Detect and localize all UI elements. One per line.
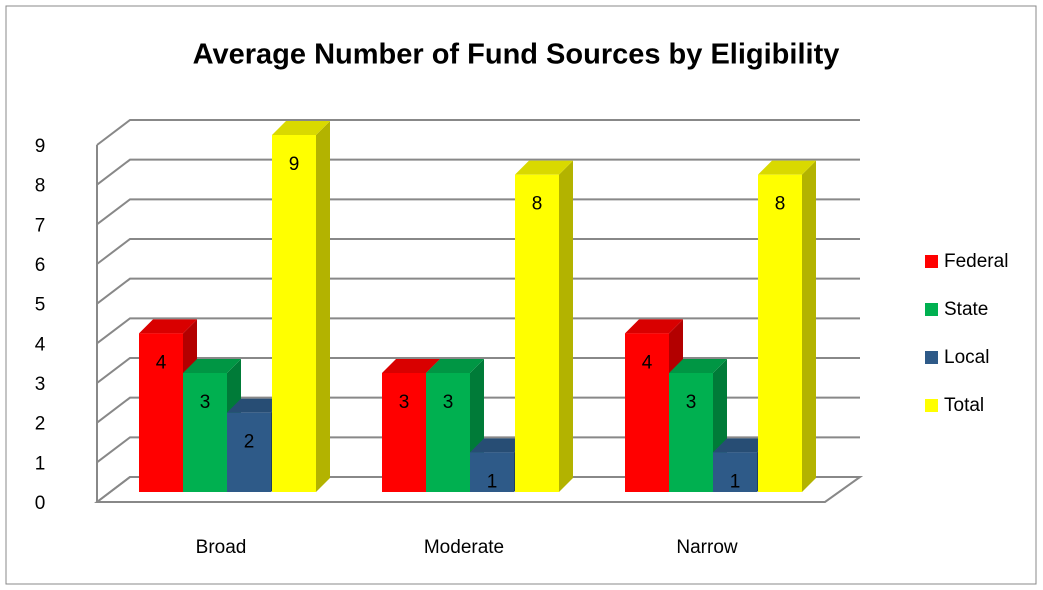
grid-line (96, 158, 860, 186)
x-tick-label: Moderate (424, 537, 504, 558)
bar-front (139, 333, 183, 492)
bar-top (139, 319, 197, 334)
data-label: 4 (156, 352, 167, 373)
data-label: 3 (686, 392, 697, 413)
grid-line (96, 317, 860, 345)
bar-top (669, 359, 727, 373)
x-tick-label: Broad (196, 537, 247, 558)
y-tick-label: 3 (35, 374, 46, 395)
legend-label: State (944, 299, 988, 320)
data-label: 3 (443, 392, 454, 413)
bar-front (470, 452, 514, 492)
legend-swatch (925, 303, 938, 316)
data-label: 1 (730, 471, 741, 492)
data-label: 8 (775, 194, 786, 215)
bar-front (713, 452, 757, 492)
data-label: 8 (532, 194, 543, 215)
legend-swatch (925, 255, 938, 268)
data-label: 1 (487, 471, 498, 492)
data-label: 4 (642, 352, 653, 373)
bar-front (669, 373, 713, 492)
grid-line (96, 238, 860, 265)
legend-label: Local (944, 347, 989, 368)
bar-top (515, 160, 573, 175)
legend-swatch (925, 351, 938, 364)
bar-top (758, 160, 816, 175)
y-tick-label: 1 (35, 453, 46, 474)
bar-top (227, 398, 285, 413)
bar-top (470, 438, 528, 453)
grid-line (96, 357, 860, 384)
grid-line (96, 476, 860, 503)
bar-side (802, 160, 816, 492)
data-label: 2 (244, 432, 255, 453)
chart-title: Average Number of Fund Sources by Eligib… (193, 39, 840, 71)
bar-front (272, 135, 316, 492)
data-label: 9 (289, 154, 300, 175)
y-tick-label: 6 (35, 255, 46, 276)
legend-swatch (925, 399, 938, 412)
legend-label: Total (944, 395, 984, 416)
y-tick-label: 7 (35, 215, 46, 236)
bar-front (183, 373, 227, 492)
bar-front (227, 412, 271, 492)
grid-line (96, 436, 860, 464)
y-tick-label: 0 (35, 493, 46, 514)
grid-line (96, 277, 860, 305)
x-tick-label: Narrow (676, 537, 738, 558)
y-tick-label: 4 (35, 334, 46, 355)
y-tick-label: 5 (35, 295, 46, 316)
bar-front (382, 373, 426, 492)
grid-line (96, 119, 860, 146)
y-tick-label: 8 (35, 176, 46, 197)
legend-label: Federal (944, 251, 1008, 272)
bar (515, 160, 573, 492)
bar-top (272, 121, 330, 135)
bar-side (559, 160, 573, 492)
bar-top (183, 359, 241, 373)
grid-line (96, 396, 860, 424)
bar-front (625, 333, 669, 492)
grid-line (96, 198, 860, 226)
bar (272, 121, 330, 492)
bar-top (382, 359, 440, 373)
data-label: 3 (200, 392, 211, 413)
bar-side (316, 121, 330, 492)
y-tick-label: 2 (35, 414, 46, 435)
data-label: 3 (399, 392, 410, 413)
y-tick-label: 9 (35, 136, 46, 157)
bar-front (758, 174, 802, 492)
bar-top (713, 438, 771, 453)
bar-front (426, 373, 470, 492)
bar-front (515, 174, 559, 492)
bar-top (426, 359, 484, 373)
bar (758, 160, 816, 492)
bar-top (625, 319, 683, 334)
